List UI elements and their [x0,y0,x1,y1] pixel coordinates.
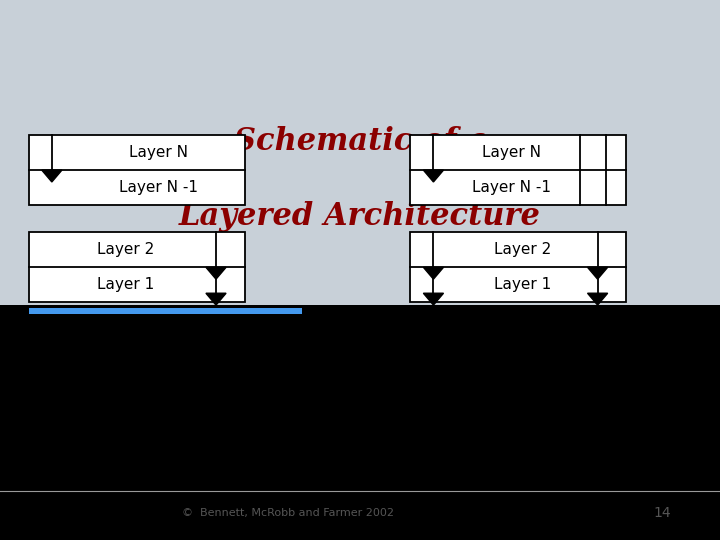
Text: Layer 2: Layer 2 [494,242,552,257]
Bar [410,232,626,302]
Bar [0,305,720,540]
Bar [0,0,720,305]
Text: Layer N: Layer N [482,145,541,160]
Polygon shape [423,170,444,182]
Polygon shape [588,267,608,279]
Text: 14: 14 [654,506,671,520]
Bar [29,308,302,314]
Polygon shape [423,293,444,305]
Polygon shape [588,293,608,305]
Text: Layer N: Layer N [129,145,188,160]
Text: Layer 1: Layer 1 [97,278,155,292]
Polygon shape [423,267,444,279]
Bar [29,232,245,302]
Polygon shape [206,293,226,305]
Text: Layer N -1: Layer N -1 [472,180,552,195]
Text: Layered Architecture: Layered Architecture [179,200,541,232]
Text: ©  Bennett, McRobb and Farmer 2002: © Bennett, McRobb and Farmer 2002 [182,508,394,518]
Text: Layer 2: Layer 2 [97,242,155,257]
Text: Layer 1: Layer 1 [494,278,552,292]
Text: Layer N -1: Layer N -1 [119,180,198,195]
Polygon shape [206,267,226,279]
Polygon shape [42,170,62,182]
Text: Schematic of a: Schematic of a [233,125,487,156]
Bar [29,135,245,205]
Bar [410,135,626,205]
